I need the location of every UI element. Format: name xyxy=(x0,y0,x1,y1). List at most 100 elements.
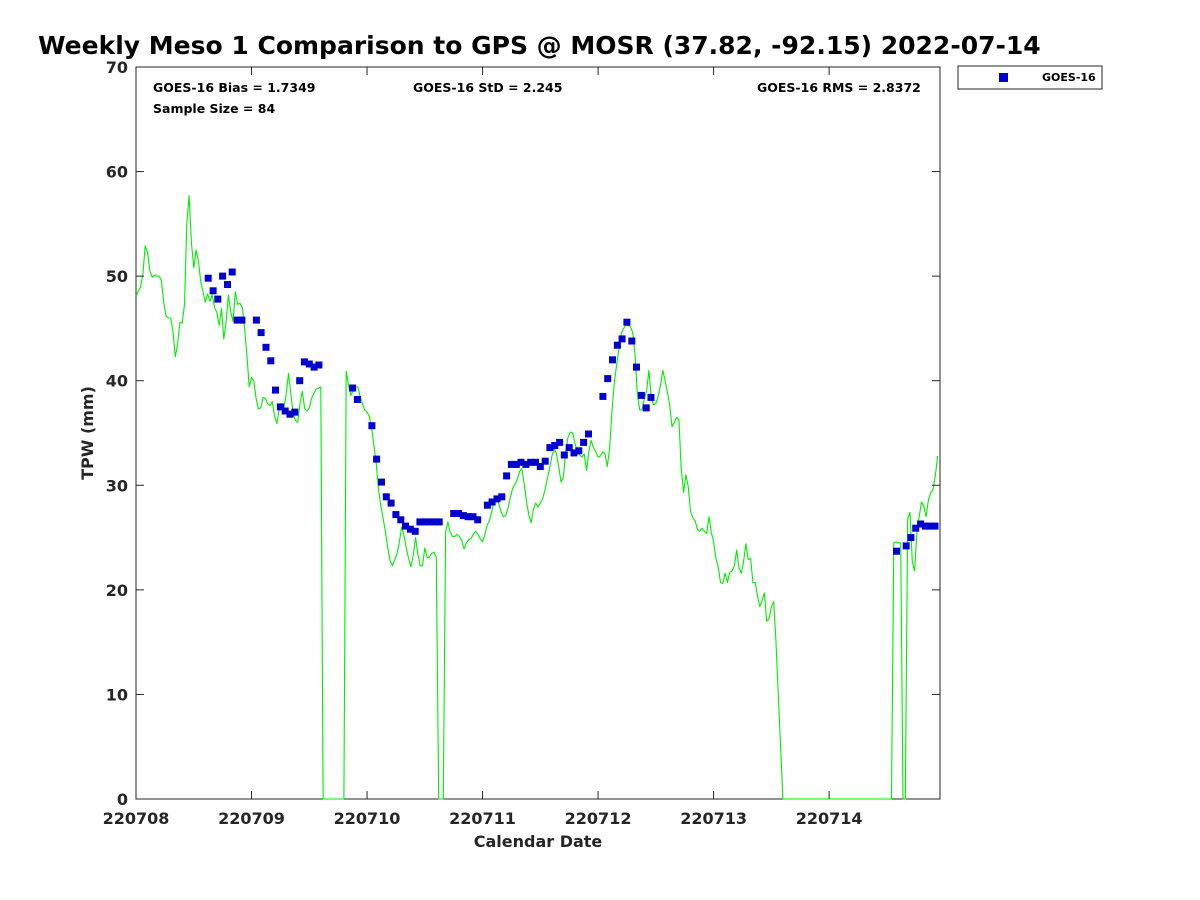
x-tick-label: 220714 xyxy=(796,809,863,828)
goes16-point xyxy=(503,472,511,480)
goes16-point xyxy=(430,518,438,526)
goes16-point xyxy=(252,316,260,324)
goes16-point xyxy=(647,393,655,401)
goes16-point xyxy=(214,295,222,303)
goes16-point xyxy=(353,396,361,403)
goes16-point xyxy=(618,335,626,343)
goes16-point xyxy=(912,524,920,532)
goes16-point xyxy=(541,457,549,465)
goes16-point xyxy=(893,547,900,555)
legend-box xyxy=(957,65,1103,90)
chart-title: Weekly Meso 1 Comparison to GPS @ MOSR (… xyxy=(38,31,1041,60)
goes16-point xyxy=(623,318,631,326)
goes16-point xyxy=(387,499,395,507)
goes16-point xyxy=(488,498,496,506)
goes16-point xyxy=(402,522,409,530)
goes16-point xyxy=(426,518,434,526)
goes16-point xyxy=(474,516,482,524)
goes16-point xyxy=(272,386,279,394)
goes16-point xyxy=(392,511,400,519)
goes16-point xyxy=(575,447,583,455)
y-tick-label: 60 xyxy=(106,163,128,182)
goes16-point xyxy=(300,358,308,366)
goes16-point xyxy=(917,520,925,528)
goes16-point xyxy=(902,542,910,550)
goes16-point xyxy=(382,493,390,501)
goes16-series xyxy=(204,268,939,555)
legend-marker-goes16 xyxy=(999,73,1008,82)
axis-ticks: 0 10 20 30 40 50 60 70 220708 220709 220710 220711 2… xyxy=(103,58,940,828)
goes16-point xyxy=(507,460,515,468)
x-tick-label: 220713 xyxy=(680,809,747,828)
goes16-point xyxy=(926,522,934,530)
y-tick-label: 70 xyxy=(106,58,128,77)
goes16-point xyxy=(233,316,241,324)
std-stat: GOES-16 StD = 2.245 xyxy=(413,80,562,95)
goes16-point xyxy=(527,458,535,466)
goes16-point xyxy=(599,392,607,400)
goes16-point xyxy=(556,438,564,446)
goes16-point xyxy=(628,337,636,345)
x-tick-label: 220710 xyxy=(334,809,401,828)
goes16-point xyxy=(455,510,462,517)
plot-area xyxy=(135,66,941,800)
goes16-point xyxy=(585,430,592,438)
goes16-point xyxy=(512,460,520,468)
goes16-point xyxy=(483,501,491,509)
goes16-point xyxy=(565,444,573,452)
y-tick-label: 50 xyxy=(106,267,128,286)
goes16-point xyxy=(373,455,381,463)
goes16-point xyxy=(224,281,231,288)
goes16-point xyxy=(406,525,414,533)
goes16-point xyxy=(536,463,544,470)
goes16-point xyxy=(276,403,284,411)
goes16-point xyxy=(931,522,939,530)
y-tick-label: 40 xyxy=(106,372,128,391)
y-tick-label: 0 xyxy=(117,790,128,809)
y-tick-label: 10 xyxy=(106,685,128,704)
goes16-point xyxy=(921,522,929,530)
goes16-point xyxy=(570,449,578,457)
goes16-point xyxy=(315,361,323,369)
x-tick-label: 220712 xyxy=(565,809,632,828)
goes16-point xyxy=(349,384,357,392)
goes16-point xyxy=(267,357,275,365)
x-tick-label: 220709 xyxy=(218,809,285,828)
goes16-point xyxy=(368,422,376,430)
goes16-point xyxy=(435,518,443,526)
goes16-point xyxy=(281,407,289,415)
goes16-point xyxy=(296,377,304,385)
goes16-point xyxy=(459,512,467,520)
goes16-point xyxy=(305,360,313,368)
rms-stat: GOES-16 RMS = 2.8372 xyxy=(757,80,921,95)
x-tick-label: 220708 xyxy=(103,809,170,828)
legend: GOES-16 xyxy=(957,65,1103,90)
goes16-point xyxy=(642,404,650,412)
x-axis-label: Calendar Date xyxy=(474,832,603,851)
goes16-point xyxy=(397,516,405,524)
goes16-point xyxy=(907,534,915,542)
goes16-point xyxy=(411,527,419,535)
goes16-point xyxy=(493,495,501,503)
goes16-point xyxy=(560,451,568,459)
gps-series xyxy=(135,195,939,800)
goes16-point xyxy=(633,363,640,371)
goes16-point xyxy=(546,444,554,452)
goes16-point xyxy=(609,356,616,364)
goes16-point xyxy=(262,343,270,351)
goes16-point xyxy=(204,274,212,282)
goes16-point xyxy=(637,391,645,399)
legend-label-goes16: GOES-16 xyxy=(1042,71,1096,84)
goes16-point xyxy=(517,458,525,466)
y-axis-label: TPW (mm) xyxy=(78,386,97,480)
goes16-point xyxy=(551,442,559,449)
y-tick-label: 30 xyxy=(106,476,128,495)
goes16-point xyxy=(257,329,265,337)
sample-size-stat: Sample Size = 84 xyxy=(153,101,275,116)
goes16-point xyxy=(604,375,612,383)
goes16-point xyxy=(421,518,429,526)
goes16-point xyxy=(238,316,246,324)
goes16-point xyxy=(450,510,458,517)
goes16-point xyxy=(498,493,506,501)
